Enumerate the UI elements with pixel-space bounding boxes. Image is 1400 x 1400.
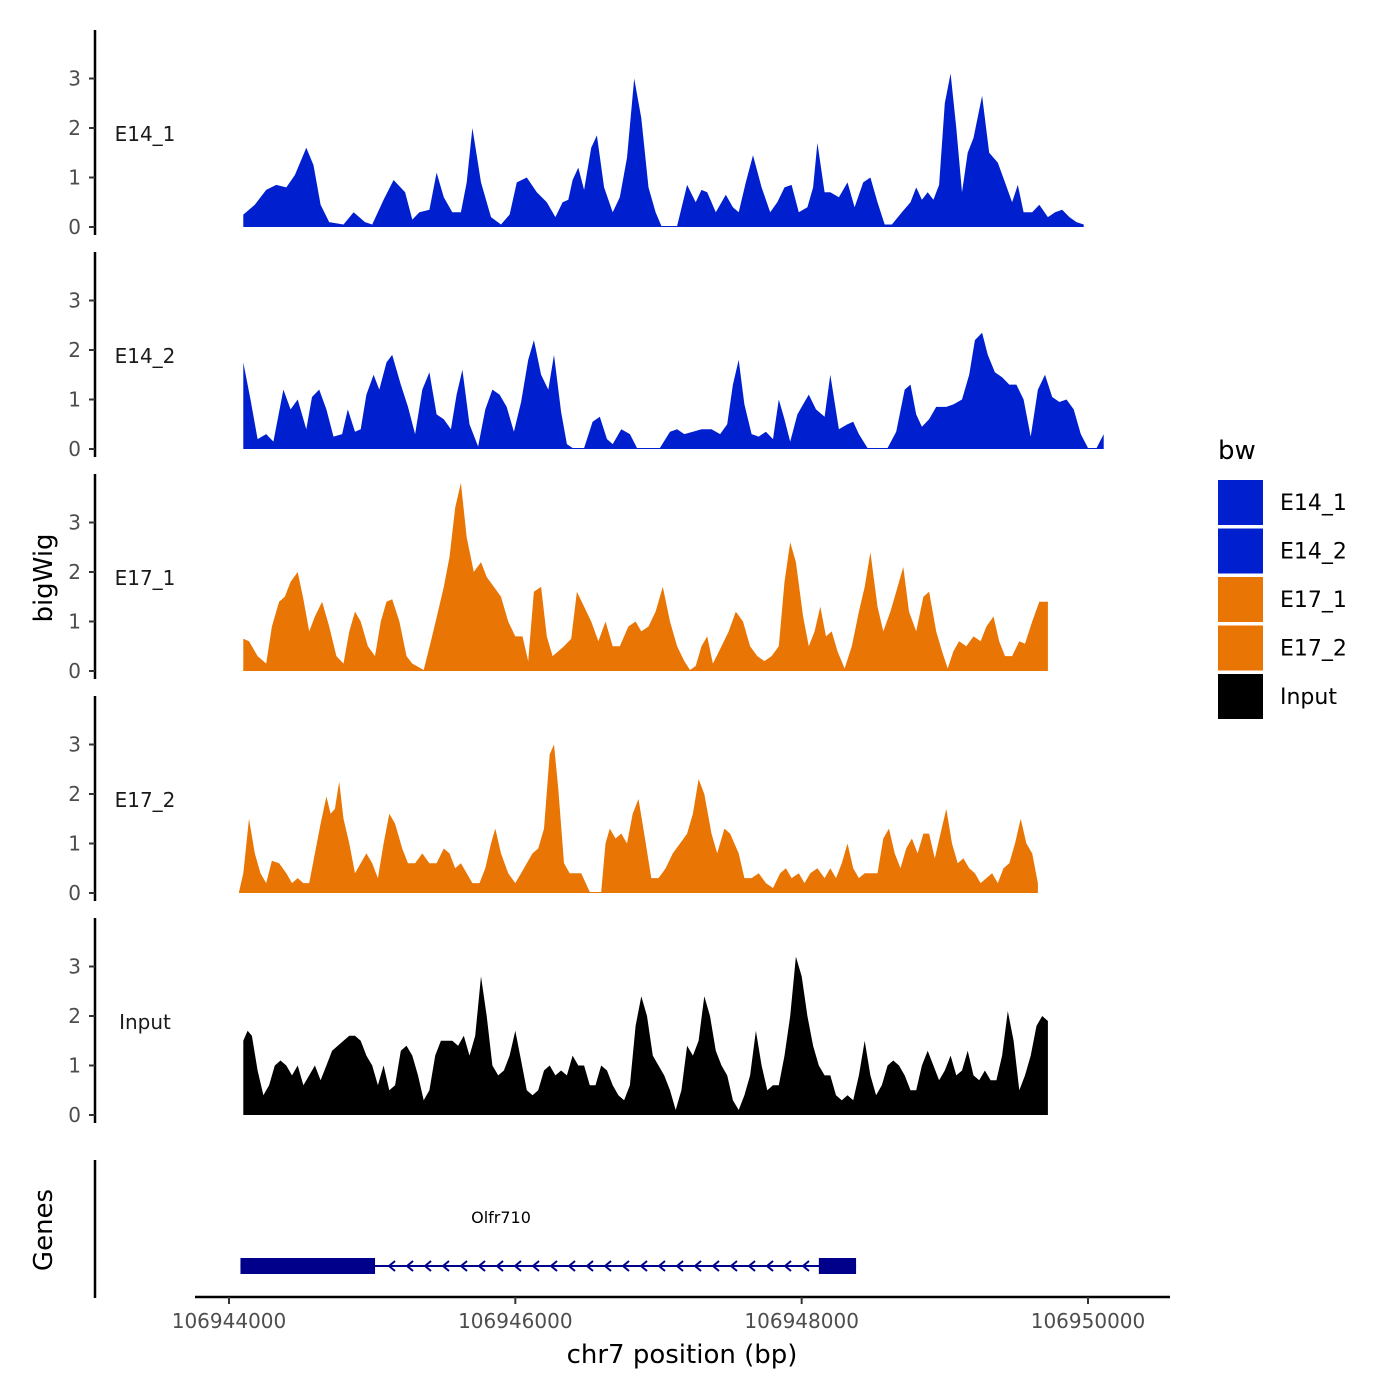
track-label: Input [119, 1010, 171, 1034]
y-tick-label: 0 [68, 881, 81, 905]
legend-label: Input [1280, 685, 1337, 710]
legend-label: E14_1 [1280, 491, 1347, 516]
strand-arrow [495, 1260, 504, 1272]
legend-swatch [1218, 674, 1263, 719]
y-tick-label: 3 [68, 511, 81, 535]
y-tick-label: 0 [68, 437, 81, 461]
gene-track-title: Genes [29, 1189, 59, 1271]
gene-exon [240, 1258, 376, 1274]
strand-arrow [405, 1260, 414, 1272]
strand-arrow [711, 1260, 720, 1272]
strand-arrow [693, 1260, 702, 1272]
strand-arrow [639, 1260, 648, 1272]
track-label: E14_1 [115, 122, 176, 146]
y-tick-label: 3 [68, 289, 81, 313]
track-panel-e17-1: 0 1 2 3 E17_1 [68, 474, 1048, 683]
strand-arrow [747, 1260, 756, 1272]
legend-item-e14-1: E14_1 [1218, 480, 1347, 525]
coverage-area-input [243, 956, 1048, 1115]
strand-arrow [675, 1260, 684, 1272]
x-tick-label: 106950000 [1031, 1309, 1146, 1333]
track-panels: 0 1 2 3 E14_1 0 1 2 3 E14_2 0 1 2 3 E17_1 0 1 2 3 E17_2 0 1 2 3… [68, 30, 1104, 1127]
x-tick-label: 106944000 [172, 1309, 287, 1333]
y-tick-label: 2 [68, 338, 81, 362]
strand-arrow [531, 1260, 540, 1272]
y-tick-label: 2 [68, 782, 81, 806]
strand-arrow [621, 1260, 630, 1272]
gene-name-label: Olfr710 [471, 1208, 531, 1227]
strand-arrow [603, 1260, 612, 1272]
strand-arrow [549, 1260, 558, 1272]
legend-label: E14_2 [1280, 540, 1347, 565]
strand-arrow [729, 1260, 738, 1272]
gene-track: Olfr710 [93, 1160, 857, 1298]
x-axis-title: chr7 position (bp) [567, 1340, 798, 1370]
track-label: E17_1 [115, 566, 176, 590]
legend-label: E17_1 [1280, 588, 1347, 613]
legend-item-input: Input [1218, 674, 1337, 719]
legend-swatch [1218, 528, 1263, 574]
track-panel-e17-2: 0 1 2 3 E17_2 [68, 696, 1038, 905]
y-axis-title: bigWig [29, 533, 59, 622]
y-tick-label: 3 [68, 67, 81, 91]
strand-arrow [567, 1260, 576, 1272]
track-panel-e14-2: 0 1 2 3 E14_2 [68, 252, 1104, 461]
legend-item-e14-2: E14_2 [1218, 528, 1347, 574]
track-label: E17_2 [115, 788, 176, 812]
gene-exon [818, 1258, 857, 1274]
y-tick-label: 2 [68, 560, 81, 584]
coverage-area-e17-2 [239, 744, 1038, 893]
y-tick-label: 2 [68, 116, 81, 140]
y-tick-label: 2 [68, 1004, 81, 1028]
y-tick-label: 0 [68, 659, 81, 683]
legend-item-e17-2: E17_2 [1218, 625, 1347, 671]
strand-arrow [441, 1260, 450, 1272]
y-tick-label: 0 [68, 1103, 81, 1127]
x-tick-label: 106946000 [458, 1309, 573, 1333]
strand-arrow [783, 1260, 792, 1272]
strand-arrow [657, 1260, 666, 1272]
strand-arrow [423, 1260, 432, 1272]
y-tick-label: 0 [68, 215, 81, 239]
track-label: E14_2 [115, 344, 176, 368]
strand-arrow [459, 1260, 468, 1272]
x-axis: 106944000 106946000 106948000 106950000 [172, 1295, 1170, 1333]
legend-swatch [1218, 480, 1263, 525]
strand-arrow [585, 1260, 594, 1272]
legend-item-e17-1: E17_1 [1218, 577, 1347, 622]
coverage-area-e14-1 [243, 73, 1084, 227]
legend: bw E14_1 E14_2 E17_1 E17_2 Input [1218, 436, 1347, 719]
y-tick-label: 1 [68, 166, 81, 190]
legend-title: bw [1218, 436, 1256, 466]
y-tick-label: 1 [68, 1054, 81, 1078]
strand-arrow [477, 1260, 486, 1272]
strand-arrow [801, 1260, 810, 1272]
legend-swatch [1218, 577, 1263, 622]
strand-arrow [387, 1260, 396, 1272]
legend-swatch [1218, 625, 1263, 671]
coverage-area-e17-1 [243, 482, 1048, 671]
track-panel-e14-1: 0 1 2 3 E14_1 [68, 30, 1084, 239]
y-tick-label: 3 [68, 733, 81, 757]
y-tick-label: 1 [68, 610, 81, 634]
y-tick-label: 1 [68, 388, 81, 412]
track-panel-input: 0 1 2 3 Input [68, 918, 1048, 1127]
y-tick-label: 3 [68, 955, 81, 979]
x-tick-label: 106948000 [744, 1309, 859, 1333]
gene-olfr710: Olfr710 [240, 1208, 857, 1274]
strand-arrow [513, 1260, 522, 1272]
strand-arrow [765, 1260, 774, 1272]
coverage-area-e14-2 [243, 332, 1104, 449]
legend-label: E17_2 [1280, 637, 1347, 662]
y-tick-label: 1 [68, 832, 81, 856]
